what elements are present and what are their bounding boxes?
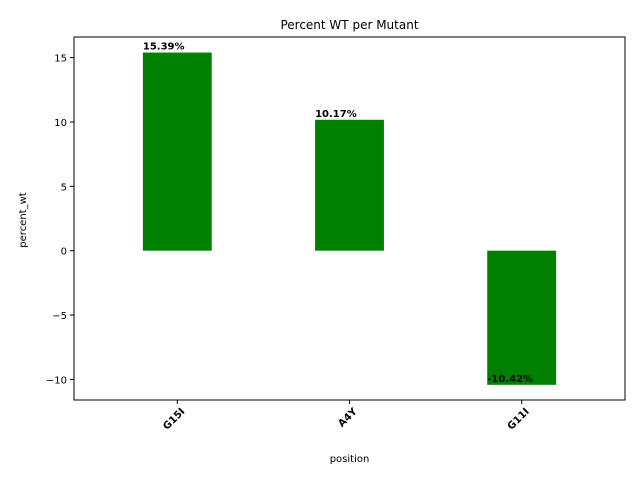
plot-frame: [73, 36, 626, 401]
y-axis: −10 −5 0 5 10 15: [46, 54, 74, 386]
y-tick-label: 10: [54, 118, 67, 129]
x-tick-label: G15I: [161, 406, 187, 432]
bar-g15i: [142, 52, 212, 251]
y-tick-label: 0: [61, 247, 67, 258]
x-axis: G15I A4Y G11I: [161, 400, 532, 432]
y-tick-label: −5: [52, 311, 67, 322]
x-axis-label: position: [330, 454, 370, 465]
y-axis-label: percent_wt: [18, 192, 29, 247]
bar-labels-layer: 15.39% 10.17% -10.42%: [143, 42, 533, 385]
bar-a4y: [315, 119, 384, 251]
chart-title: Percent WT per Mutant: [280, 18, 418, 32]
x-tick-label: G11I: [506, 406, 532, 432]
bar-value-label: 10.17%: [315, 109, 357, 120]
y-tick-label: 5: [61, 182, 67, 193]
y-tick-label: 15: [54, 54, 67, 65]
bar-value-label: -10.42%: [487, 374, 533, 385]
y-tick-label: −10: [46, 375, 67, 386]
x-tick-label: A4Y: [336, 406, 360, 430]
bars-layer: [142, 52, 557, 385]
bar-g11i: [487, 250, 557, 385]
bar-value-label: 15.39%: [143, 42, 185, 53]
